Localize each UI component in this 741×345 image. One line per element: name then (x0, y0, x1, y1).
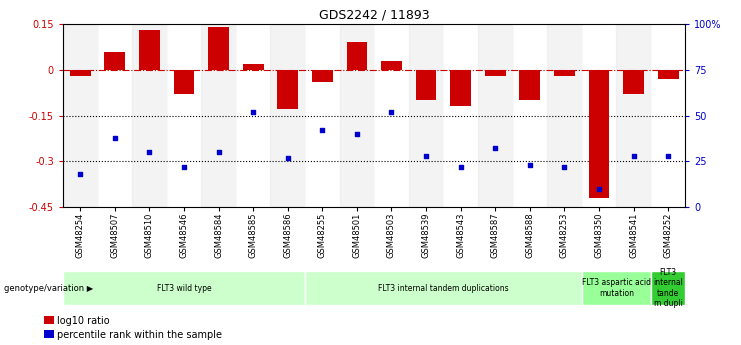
Point (455, 164, 467, 169)
Point (662, 153, 674, 159)
Bar (167, 24, 202, 207)
Bar (617, 24, 651, 207)
Point (213, 149, 225, 155)
Bar (451, 70, 471, 106)
Bar (443, 24, 478, 207)
Bar (202, 24, 236, 207)
Bar (513, 24, 547, 207)
Bar (132, 24, 167, 207)
Bar (547, 24, 582, 207)
Bar (139, 30, 160, 70)
Bar (485, 70, 505, 76)
Bar (519, 70, 540, 100)
Point (524, 162, 536, 168)
Bar (651, 24, 685, 207)
Bar (98, 24, 132, 207)
Text: percentile rank within the sample: percentile rank within the sample (58, 330, 222, 339)
Point (144, 149, 156, 155)
Text: FLT3 internal tandem duplications: FLT3 internal tandem duplications (378, 284, 508, 293)
Bar (63, 24, 98, 207)
Bar (582, 271, 651, 305)
Bar (416, 70, 436, 100)
Bar (236, 24, 270, 207)
Point (282, 155, 293, 160)
Bar (270, 24, 305, 207)
Point (351, 131, 363, 137)
Bar (63, 271, 305, 305)
Bar (173, 70, 194, 94)
Point (74, 171, 86, 177)
Bar (478, 24, 513, 207)
Point (109, 135, 121, 140)
Title: GDS2242 / 11893: GDS2242 / 11893 (319, 9, 430, 22)
Bar (312, 70, 333, 82)
Text: FLT3 wild type: FLT3 wild type (156, 284, 211, 293)
Bar (104, 51, 125, 70)
Bar (554, 70, 575, 76)
Bar (588, 70, 609, 198)
Bar (374, 24, 409, 207)
Bar (305, 271, 582, 305)
Point (628, 153, 639, 159)
Text: genotype/variation ▶: genotype/variation ▶ (4, 284, 93, 293)
Point (247, 109, 259, 115)
Text: log10 ratio: log10 ratio (58, 316, 110, 326)
Point (385, 109, 397, 115)
Bar (243, 64, 264, 70)
Bar (347, 42, 368, 70)
Point (420, 153, 432, 159)
Point (559, 164, 571, 169)
Text: FLT3 aspartic acid
mutation: FLT3 aspartic acid mutation (582, 278, 651, 298)
Point (593, 186, 605, 191)
Bar (658, 70, 679, 79)
Bar (208, 27, 229, 70)
Bar (339, 24, 374, 207)
Point (316, 127, 328, 133)
Bar (305, 24, 339, 207)
Bar (582, 24, 617, 207)
Bar (44, 330, 53, 338)
Bar (381, 61, 402, 70)
Bar (70, 70, 90, 76)
Bar (409, 24, 443, 207)
Bar (277, 70, 298, 109)
Bar (623, 70, 644, 94)
Bar (44, 316, 53, 324)
Text: FLT3
internal
tande
m dupli: FLT3 internal tande m dupli (654, 268, 683, 308)
Bar (651, 271, 685, 305)
Point (489, 146, 501, 151)
Point (178, 164, 190, 169)
